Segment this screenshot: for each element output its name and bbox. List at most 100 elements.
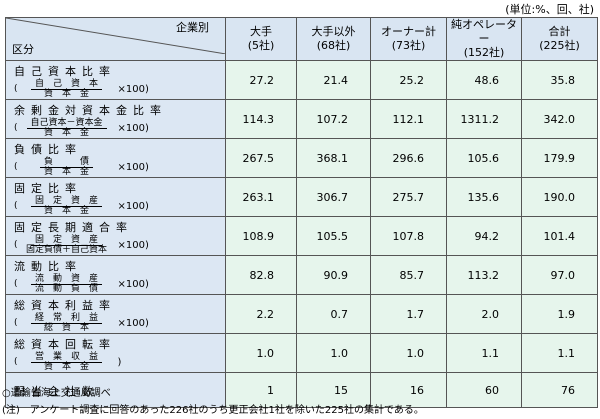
numerator: 自 己 資 本 [31,80,103,90]
unit-note: (単位:%、回、社) [505,3,594,16]
paren: ( [14,279,18,289]
fraction: 流 動 資 産流 動 負 債 [22,275,112,294]
value-cell: 60 [446,372,522,408]
column-header: オーナー計 (73社) [370,17,447,61]
column-header: 大手以外 (68社) [296,17,371,61]
multiplier: ×100) [117,201,149,212]
numerator: 自己資本－資本金 [26,119,107,129]
table-body: 自己資本比率 (自 己 資 本資 本 金 ×100) 27.2 21.4 25.2 48.6… [5,60,598,408]
denominator: 資 本 金 [44,206,90,216]
paren: ( [14,162,18,172]
fraction: 固 定 資 産資 本 金 [22,197,112,216]
column-name: オーナー計 [381,25,436,38]
row-label: 負債比率 [14,143,82,156]
value-cell: 1.9 [521,294,598,334]
row-label-cell: 総資本回転率 (営 業 収 益資 本 金) [5,333,226,373]
table-row: 固定比率 (固 定 資 産資 本 金 ×100) 263.1 306.7 275.7 135… [5,177,598,217]
value-cell: 21.4 [296,60,371,100]
multiplier: ) [117,357,122,368]
numerator: 流 動 資 産 [31,275,103,285]
value-cell: 179.9 [521,138,598,178]
multiplier: ×100) [117,123,149,134]
formula: (経 常 利 益総 資 本 ×100) [14,314,225,333]
value-cell: 94.2 [446,216,522,256]
value-cell: 97.0 [521,255,598,295]
column-name: 純オペレーター [451,18,517,45]
fraction: 負 債資 本 金 [22,158,112,177]
multiplier: ×100) [117,84,149,95]
paren: ( [14,357,18,367]
value-cell: 101.4 [521,216,598,256]
denominator: 資 本 金 [44,89,90,99]
paren: ( [14,318,18,328]
row-label: 配当会社数 [14,385,99,398]
value-cell: 76 [521,372,598,408]
numerator: 固 定 資 産 [31,197,103,207]
value-cell: 16 [370,372,447,408]
footnote: ○運輸省海上交通局調べ [2,388,111,399]
paren: ( [14,84,18,94]
formula: ( 自己資本－資本金資 本 金 ×100) [14,119,225,138]
table-row: 余剰金対資本金比率 (自己資本－資本金資 本 金 ×100) 114.3 107.2 11… [5,99,598,139]
column-count: (5社) [247,39,275,52]
value-cell: 113.2 [446,255,522,295]
table-row: 流動比率 (流 動 資 産流 動 負 債 ×100) 82.8 90.9 85.7 113.… [5,255,598,295]
value-cell: 114.3 [225,99,297,139]
footnote: (注) アンケート調査に回答のあった226社のうち更正会社1社を除いた225社の… [2,405,424,416]
row-label: 流動比率 [14,260,82,273]
column-header: 合計 (225社) [521,17,598,61]
value-cell: 112.1 [370,99,447,139]
ratio-table: 企業別 区分 大手 (5社) 大手以外 (68社) オーナー計 (73社) 純オペレーター(… [5,17,598,408]
row-label: 固定長期適合率 [14,221,133,234]
value-cell: 296.6 [370,138,447,178]
value-cell: 105.5 [296,216,371,256]
value-cell: 27.2 [225,60,297,100]
value-cell: 85.7 [370,255,447,295]
value-cell: 275.7 [370,177,447,217]
value-cell: 107.8 [370,216,447,256]
column-header: 純オペレーター (152社) [446,17,522,61]
value-cell: 306.7 [296,177,371,217]
formula: ( 自 己 資 本資 本 金 ×100) [14,80,225,99]
row-label-cell: 固定長期適合率 (固 定 資 産固定負債＋自己資本 ×100) [5,216,226,256]
value-cell: 108.9 [225,216,297,256]
paren: ( [14,240,18,250]
corner-cell: 企業別 区分 [5,17,226,61]
formula: (負 債資 本 金 ×100) [14,158,225,177]
value-cell: 105.6 [446,138,522,178]
row-label: 総資本回転率 [14,338,116,351]
column-count: (225社) [539,39,580,52]
value-cell: 342.0 [521,99,598,139]
corner-top: 企業別 [176,21,209,34]
value-cell: 15 [296,372,371,408]
value-cell: 263.1 [225,177,297,217]
value-cell: 90.9 [296,255,371,295]
value-cell: 135.6 [446,177,522,217]
formula: (営 業 収 益資 本 金) [14,353,225,372]
header-row: 企業別 区分 大手 (5社) 大手以外 (68社) オーナー計 (73社) 純オペレーター(… [5,17,598,61]
value-cell: 1.0 [370,333,447,373]
value-cell: 107.2 [296,99,371,139]
value-cell: 48.6 [446,60,522,100]
fraction: 経 常 利 益総 資 本 [22,314,112,333]
row-label-cell: 負債比率 (負 債資 本 金 ×100) [5,138,226,178]
value-cell: 368.1 [296,138,371,178]
table-row: 総資本利益率 (経 常 利 益総 資 本 ×100) 2.2 0.7 1.7 2.0 1.9 [5,294,598,334]
row-label-cell: 余剰金対資本金比率 (自己資本－資本金資 本 金 ×100) [5,99,226,139]
multiplier: ×100) [117,240,149,251]
numerator: 営 業 収 益 [31,353,103,363]
denominator: 資 本 金 [44,128,90,138]
paren: ( [14,201,18,211]
row-label-cell: 固定比率 (固 定 資 産資 本 金 ×100) [5,177,226,217]
paren: ( [14,123,18,133]
value-cell: 1 [225,372,297,408]
table-row: 負債比率 (負 債資 本 金 ×100) 267.5 368.1 296.6 105.6 17… [5,138,598,178]
numerator: 固 定 資 産 [31,236,103,246]
value-cell: 1.1 [521,333,598,373]
column-count: (73社) [391,39,426,52]
row-label: 自己資本比率 [14,65,116,78]
table-row: 配当会社数 1 15 16 60 76 [5,372,598,408]
row-label-cell: 自己資本比率 ( 自 己 資 本資 本 金 ×100) [5,60,226,100]
value-cell: 1.0 [296,333,371,373]
